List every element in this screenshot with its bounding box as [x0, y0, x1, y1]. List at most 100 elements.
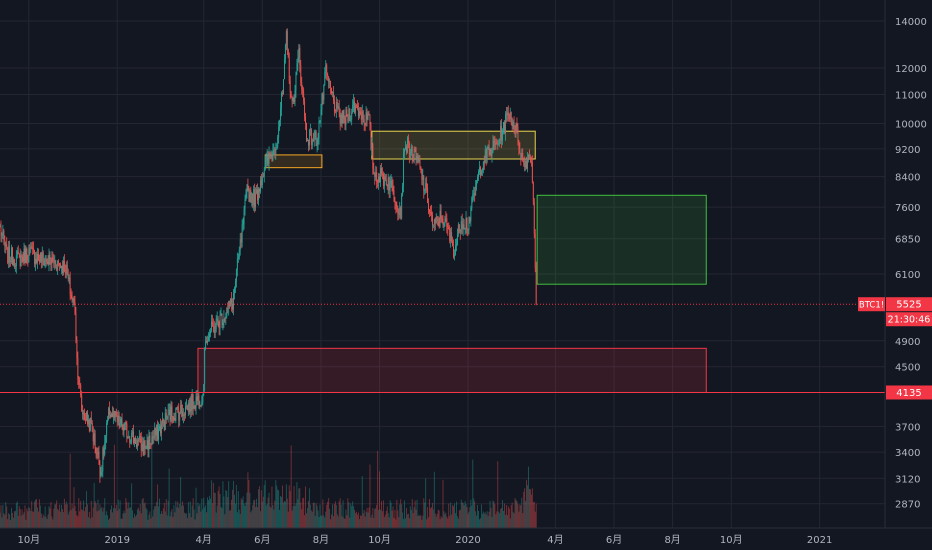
candle-body	[402, 185, 404, 195]
red-zone[interactable]	[197, 347, 707, 393]
volume-bar	[451, 514, 453, 528]
volume-bar	[23, 512, 25, 528]
green-zone[interactable]	[536, 194, 707, 285]
volume-bar	[308, 488, 310, 528]
candle-body	[379, 176, 381, 183]
candle-body	[301, 82, 303, 90]
candle-body	[207, 340, 209, 343]
price-axis[interactable]: 14000 12000 11000 10000 9200 8400 7600 6850 6100…	[895, 17, 927, 511]
candle-body	[449, 228, 451, 242]
volume-bar	[486, 511, 488, 528]
time-axis[interactable]: 10月 2019 4月 6月 8月 10月 2020 4月 6月 8月 10月 2021	[17, 534, 832, 546]
candle-body	[446, 218, 448, 227]
volume-bar	[313, 502, 315, 528]
candle-body	[270, 155, 272, 157]
candle-body	[234, 288, 235, 294]
volume-bar	[472, 459, 474, 528]
candle-body	[57, 261, 59, 271]
candle-body	[329, 80, 331, 82]
volume-bar	[2, 504, 4, 528]
candle-body	[282, 93, 283, 94]
candle-body	[304, 101, 306, 117]
candle-body	[468, 217, 470, 230]
candle-body	[162, 419, 164, 422]
candle-body	[421, 170, 423, 180]
candle-body	[383, 176, 385, 186]
volume-bar	[436, 513, 438, 528]
candle-body	[275, 149, 277, 156]
volume-bar	[29, 508, 31, 528]
candle-body	[490, 148, 492, 157]
candle-body	[317, 138, 319, 145]
candle-body	[42, 252, 44, 259]
volume-bar	[421, 519, 423, 528]
candle-body	[144, 440, 146, 449]
volume-bar	[211, 503, 213, 528]
candle-body	[104, 442, 106, 455]
candle-body	[409, 152, 411, 159]
volume-bar	[108, 519, 110, 528]
candle-body	[38, 259, 40, 262]
volume-bar	[240, 498, 242, 528]
candle-body	[246, 184, 248, 192]
x-tick-label: 6月	[606, 534, 622, 546]
volume-bar	[83, 500, 85, 528]
volume-bar	[134, 513, 135, 528]
orange-zone[interactable]	[264, 154, 323, 169]
volume-bar	[181, 505, 183, 528]
candle-body	[59, 263, 61, 265]
volume-bar	[219, 493, 221, 528]
volume-bar	[37, 507, 38, 528]
volume-bar	[201, 498, 203, 528]
candle-body	[323, 84, 325, 100]
volume-bar	[190, 517, 192, 528]
candle-body	[32, 248, 34, 249]
volume-bar	[50, 502, 52, 528]
volume-bar	[126, 502, 128, 528]
candle-body	[245, 191, 247, 200]
volume-bar	[237, 491, 239, 528]
candle-body	[94, 433, 96, 448]
candle-body	[348, 109, 350, 122]
candle-body	[336, 102, 338, 108]
volume-bar	[470, 499, 472, 528]
volume-bar	[13, 511, 15, 528]
volume-bar	[457, 518, 459, 528]
candle-body	[134, 438, 135, 443]
candle-body	[315, 131, 317, 146]
candle-body	[428, 203, 430, 211]
volume-bar	[341, 516, 343, 528]
volume-bar	[274, 500, 276, 528]
volume-bar	[204, 507, 206, 528]
candle-body	[526, 161, 528, 169]
volume-bar	[62, 512, 64, 528]
candle-body	[46, 258, 48, 262]
candle-body	[436, 216, 438, 220]
candle-body	[524, 162, 526, 167]
candle-body	[24, 248, 26, 263]
candle-body	[178, 410, 180, 421]
candle-body	[233, 293, 234, 310]
candle-body	[149, 435, 151, 444]
candle-body	[265, 160, 267, 163]
candle-body	[234, 281, 236, 289]
volume-bar	[188, 513, 190, 528]
candle-body	[188, 403, 190, 413]
volume-bar	[357, 512, 359, 528]
volume-bar	[293, 486, 295, 528]
candle-body	[167, 409, 169, 419]
candle-body	[350, 119, 352, 121]
volume-bar	[449, 515, 451, 528]
volume-bar	[207, 497, 209, 528]
volume-bar	[212, 482, 214, 528]
volume-bar	[227, 497, 229, 528]
volume-bar	[474, 501, 476, 528]
volume-bar	[68, 511, 70, 528]
volume-bar	[371, 514, 373, 528]
volume-bar	[100, 508, 102, 528]
candle-body	[397, 208, 399, 214]
volume-bar	[358, 519, 360, 528]
volume-bar	[495, 514, 497, 528]
yellow-zone[interactable]	[371, 130, 536, 160]
